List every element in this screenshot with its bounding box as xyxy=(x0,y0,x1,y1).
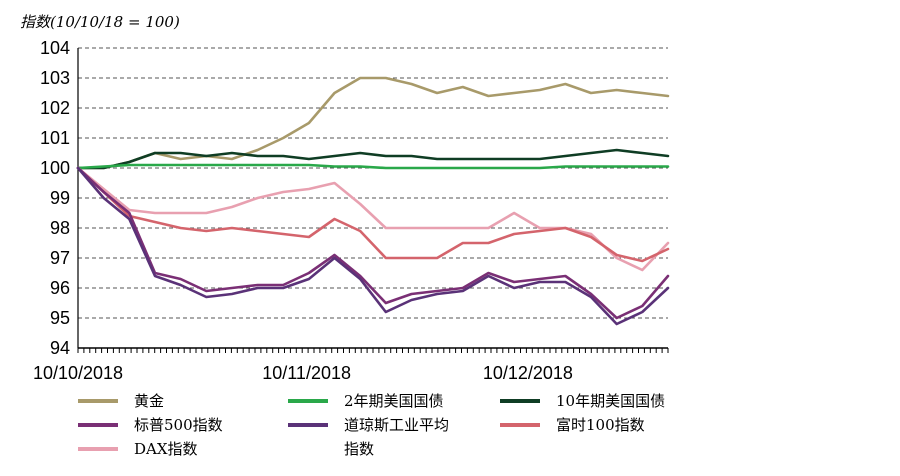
series-line-2 xyxy=(76,148,670,170)
legend-label: 标普500指数 xyxy=(134,416,223,434)
y-axis: 94 95 96 97 98 99 100 101 102 103 104 xyxy=(40,38,79,358)
y-tick-label: 95 xyxy=(50,308,70,328)
y-tick-label: 96 xyxy=(50,278,70,298)
series-line-5 xyxy=(76,166,670,263)
legend-label: 富时100指数 xyxy=(556,416,645,434)
x-tick-label: 10/10/2018 xyxy=(33,363,123,383)
x-tick-label: 10/11/2018 xyxy=(262,363,351,383)
series-line-1 xyxy=(76,163,670,170)
y-tick-label: 100 xyxy=(40,158,70,178)
series-line-0 xyxy=(76,76,670,170)
series-line-3 xyxy=(76,166,670,320)
chart-title: 指数(10/10/18 = 100) xyxy=(20,13,180,31)
y-tick-label: 98 xyxy=(50,218,70,238)
legend-label: DAX指数 xyxy=(134,440,198,458)
y-tick-label: 101 xyxy=(40,128,70,148)
y-tick-label: 94 xyxy=(50,338,70,358)
y-tick-label: 102 xyxy=(40,98,70,118)
series-lines xyxy=(76,76,670,326)
legend-label-line: 指数 xyxy=(344,440,374,458)
legend-label: 黄金 xyxy=(134,392,164,410)
legend-label-line: 道琼斯工业平均 xyxy=(344,416,449,434)
y-tick-label: 97 xyxy=(50,248,70,268)
y-tick-label: 104 xyxy=(40,38,70,58)
series-line-6 xyxy=(76,166,670,272)
x-axis: 10/10/2018 10/11/2018 10/12/2018 xyxy=(33,347,669,383)
legend-label: 2年期美国国债 xyxy=(344,392,444,410)
x-tick-label: 10/12/2018 xyxy=(483,363,573,383)
series-line-4 xyxy=(76,166,670,326)
y-tick-label: 99 xyxy=(50,188,70,208)
legend-label: 10年期美国国债 xyxy=(556,392,665,410)
y-tick-label: 103 xyxy=(40,68,70,88)
legend-label: 道琼斯工业平均指数 xyxy=(344,416,449,458)
